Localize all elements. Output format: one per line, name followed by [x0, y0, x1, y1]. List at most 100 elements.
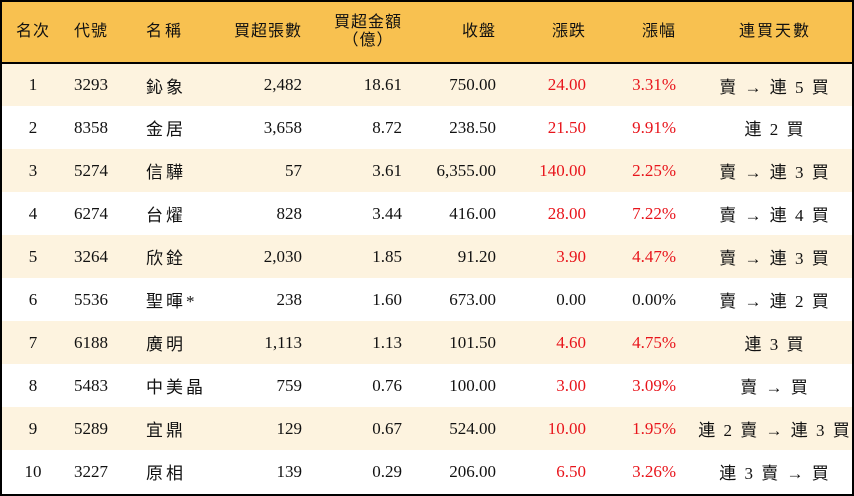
- cell-change-pct: 7.22%: [632, 203, 676, 223]
- cell-consecutive-days: 賣 → 連 5 買: [719, 77, 831, 97]
- header-net-buy-amount-line2: （億）: [342, 32, 394, 49]
- cell-close: 673.00: [449, 289, 496, 309]
- cell-name: 廣明: [146, 335, 186, 354]
- cell-close: 100.00: [449, 375, 496, 395]
- cell-code: 5289: [74, 418, 108, 438]
- cell-name: 鈊象: [146, 77, 186, 97]
- header-name: 名稱: [130, 2, 216, 64]
- cell-rank: 10: [24, 461, 42, 481]
- cell-code: 8358: [74, 117, 108, 137]
- header-close: 收盤: [418, 2, 514, 64]
- cell-change-pct: 9.91%: [632, 117, 676, 137]
- header-net-buy-lots: 買超張數: [216, 2, 322, 64]
- cell-code: 5536: [74, 289, 108, 309]
- cell-close: 101.50: [449, 332, 496, 352]
- table-row: 2 8358 金居 3,658 8.72 238.50 21.50 9.91% …: [2, 106, 852, 149]
- cell-name: 台燿: [146, 206, 186, 225]
- table-row: 1 3293 鈊象 2,482 18.61 750.00 24.00 3.31%…: [2, 63, 852, 106]
- cell-change: 28.00: [547, 203, 586, 223]
- cell-consecutive-days: 賣 → 買: [740, 378, 810, 397]
- cell-rank: 4: [28, 203, 38, 223]
- cell-change: 21.50: [547, 117, 586, 137]
- cell-name: 信驊: [146, 163, 186, 182]
- cell-change-pct: 3.26%: [632, 461, 676, 481]
- cell-net-buy-amount: 1.60: [372, 289, 402, 309]
- header-code: 代號: [64, 2, 130, 64]
- cell-consecutive-days: 賣 → 連 2 買: [719, 292, 831, 311]
- cell-close: 6,355.00: [436, 160, 497, 180]
- cell-net-buy-amount: 3.61: [372, 160, 402, 180]
- cell-change: 3.00: [556, 375, 586, 395]
- table-row: 5 3264 欣銓 2,030 1.85 91.20 3.90 4.47% 賣 …: [2, 235, 852, 278]
- cell-rank: 6: [28, 289, 38, 309]
- header-change: 漲跌: [514, 2, 602, 64]
- cell-consecutive-days: 賣 → 連 3 買: [719, 163, 831, 182]
- table-row: 3 5274 信驊 57 3.61 6,355.00 140.00 2.25% …: [2, 149, 852, 192]
- cell-consecutive-days: 賣 → 連 3 買: [719, 249, 831, 268]
- cell-name: 欣銓: [146, 249, 186, 268]
- cell-code: 5483: [74, 375, 108, 395]
- cell-name: 聖暉*: [146, 292, 198, 311]
- cell-name: 中美晶: [146, 378, 206, 397]
- cell-rank: 3: [28, 160, 38, 180]
- cell-change-pct: 4.75%: [632, 332, 676, 352]
- cell-change: 4.60: [556, 332, 586, 352]
- table-row: 6 5536 聖暉* 238 1.60 673.00 0.00 0.00% 賣 …: [2, 278, 852, 321]
- cell-net-buy-lots: 1,113: [264, 332, 302, 352]
- table-body: 1 3293 鈊象 2,482 18.61 750.00 24.00 3.31%…: [2, 63, 852, 493]
- cell-close: 416.00: [449, 203, 496, 223]
- cell-net-buy-lots: 238: [276, 289, 303, 309]
- cell-code: 3293: [74, 75, 108, 94]
- cell-net-buy-amount: 1.85: [372, 246, 402, 266]
- cell-net-buy-amount: 0.67: [372, 418, 402, 438]
- table-header: 名次 代號 名稱 買超張數 買超金額 （億） 收盤 漲跌 漲幅 連買天數: [2, 2, 852, 64]
- header-change-pct: 漲幅: [602, 2, 698, 64]
- table-row: 4 6274 台燿 828 3.44 416.00 28.00 7.22% 賣 …: [2, 192, 852, 235]
- table-row: 10 3227 原相 139 0.29 206.00 6.50 3.26% 連 …: [2, 450, 852, 493]
- cell-change-pct: 3.09%: [632, 375, 676, 395]
- cell-change: 3.90: [556, 246, 586, 266]
- cell-net-buy-lots: 2,482: [263, 75, 302, 94]
- cell-close: 238.50: [449, 117, 496, 137]
- table-row: 8 5483 中美晶 759 0.76 100.00 3.00 3.09% 賣 …: [2, 364, 852, 407]
- cell-name: 原相: [146, 464, 186, 483]
- cell-name: 宜鼎: [146, 421, 186, 440]
- cell-rank: 5: [28, 246, 38, 266]
- cell-net-buy-amount: 18.61: [363, 75, 402, 94]
- cell-net-buy-amount: 0.29: [372, 461, 402, 481]
- cell-net-buy-lots: 129: [276, 418, 303, 438]
- cell-change: 0.00: [556, 289, 586, 309]
- cell-code: 6188: [74, 332, 108, 352]
- header-net-buy-amount: 買超金額 （億）: [322, 2, 418, 64]
- cell-close: 524.00: [449, 418, 496, 438]
- header-row: 名次 代號 名稱 買超張數 買超金額 （億） 收盤 漲跌 漲幅 連買天數: [2, 2, 852, 64]
- cell-consecutive-days: 連 2 買: [744, 120, 806, 139]
- header-net-buy-amount-label: 買超金額 （億）: [334, 14, 402, 50]
- cell-change-pct: 3.31%: [632, 75, 676, 94]
- table-row: 9 5289 宜鼎 129 0.67 524.00 10.00 1.95% 連 …: [2, 407, 852, 450]
- cell-change-pct: 2.25%: [632, 160, 676, 180]
- cell-close: 750.00: [449, 75, 496, 94]
- cell-code: 3227: [74, 461, 108, 481]
- cell-close: 206.00: [449, 461, 496, 481]
- cell-consecutive-days: 連 2 賣 → 連 3 買: [698, 421, 852, 440]
- cell-code: 6274: [74, 203, 108, 223]
- header-rank: 名次: [2, 2, 64, 64]
- cell-consecutive-days: 連 3 買: [744, 335, 806, 354]
- cell-change: 10.00: [547, 418, 586, 438]
- cell-change-pct: 4.47%: [632, 246, 676, 266]
- cell-change: 140.00: [539, 160, 586, 180]
- cell-rank: 8: [28, 375, 38, 395]
- cell-consecutive-days: 賣 → 連 4 買: [719, 206, 831, 225]
- header-net-buy-amount-line1: 買超金額: [333, 14, 402, 31]
- cell-net-buy-lots: 759: [276, 375, 303, 395]
- cell-net-buy-lots: 2,030: [263, 246, 302, 266]
- cell-close: 91.20: [457, 246, 496, 266]
- cell-rank: 1: [28, 75, 38, 94]
- cell-rank: 9: [28, 418, 38, 438]
- cell-change: 6.50: [556, 461, 586, 481]
- cell-net-buy-amount: 8.72: [372, 117, 402, 137]
- cell-net-buy-lots: 828: [276, 203, 303, 223]
